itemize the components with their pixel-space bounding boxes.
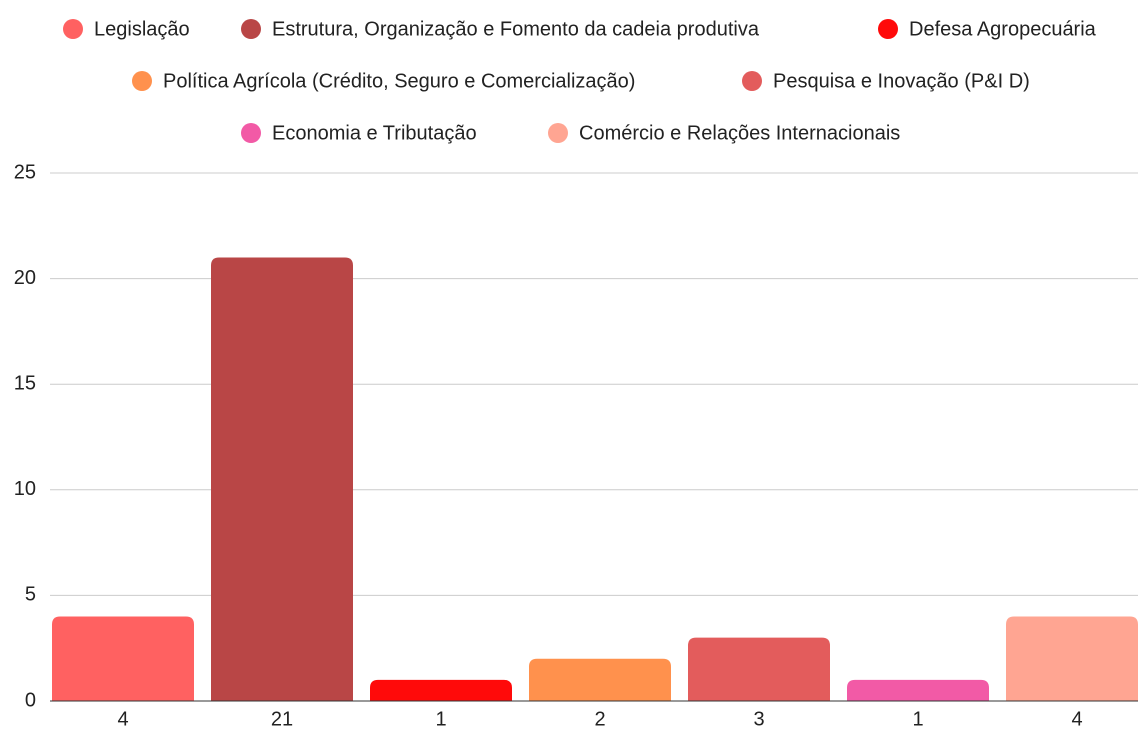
y-tick-label: 10 [14, 478, 36, 500]
legend-label: Comércio e Relações Internacionais [579, 122, 900, 144]
y-tick-label: 0 [25, 689, 36, 711]
legend-label: Defesa Agropecuária [909, 18, 1097, 40]
legend-label: Legislação [94, 18, 190, 40]
bar [52, 616, 194, 701]
legend-label: Estrutura, Organização e Fomento da cade… [272, 18, 760, 40]
bar [688, 637, 830, 701]
bar [370, 679, 512, 701]
y-tick-label: 15 [14, 372, 36, 394]
bar [1006, 616, 1138, 701]
value-label: 1 [912, 708, 923, 729]
legend-swatch [241, 19, 261, 39]
legend-label: Pesquisa e Inovação (P&I D) [773, 70, 1030, 92]
bar [211, 257, 353, 701]
value-label: 1 [435, 708, 446, 729]
legend-swatch [241, 123, 261, 143]
y-tick-label: 5 [25, 584, 36, 606]
value-label: 2 [594, 708, 605, 729]
value-label: 4 [117, 708, 128, 729]
y-tick-label: 25 [14, 161, 36, 183]
value-label: 3 [753, 708, 764, 729]
bar [529, 658, 671, 701]
legend-label: Política Agrícola (Crédito, Seguro e Com… [163, 70, 635, 92]
legend-swatch [548, 123, 568, 143]
legend-swatch [63, 19, 83, 39]
value-label: 4 [1071, 708, 1082, 729]
legend-swatch [132, 71, 152, 91]
legend-swatch [878, 19, 898, 39]
y-tick-label: 20 [14, 267, 36, 289]
value-label: 21 [271, 708, 293, 729]
bar [847, 679, 989, 701]
legend-swatch [742, 71, 762, 91]
legend-label: Economia e Tributação [272, 122, 477, 144]
